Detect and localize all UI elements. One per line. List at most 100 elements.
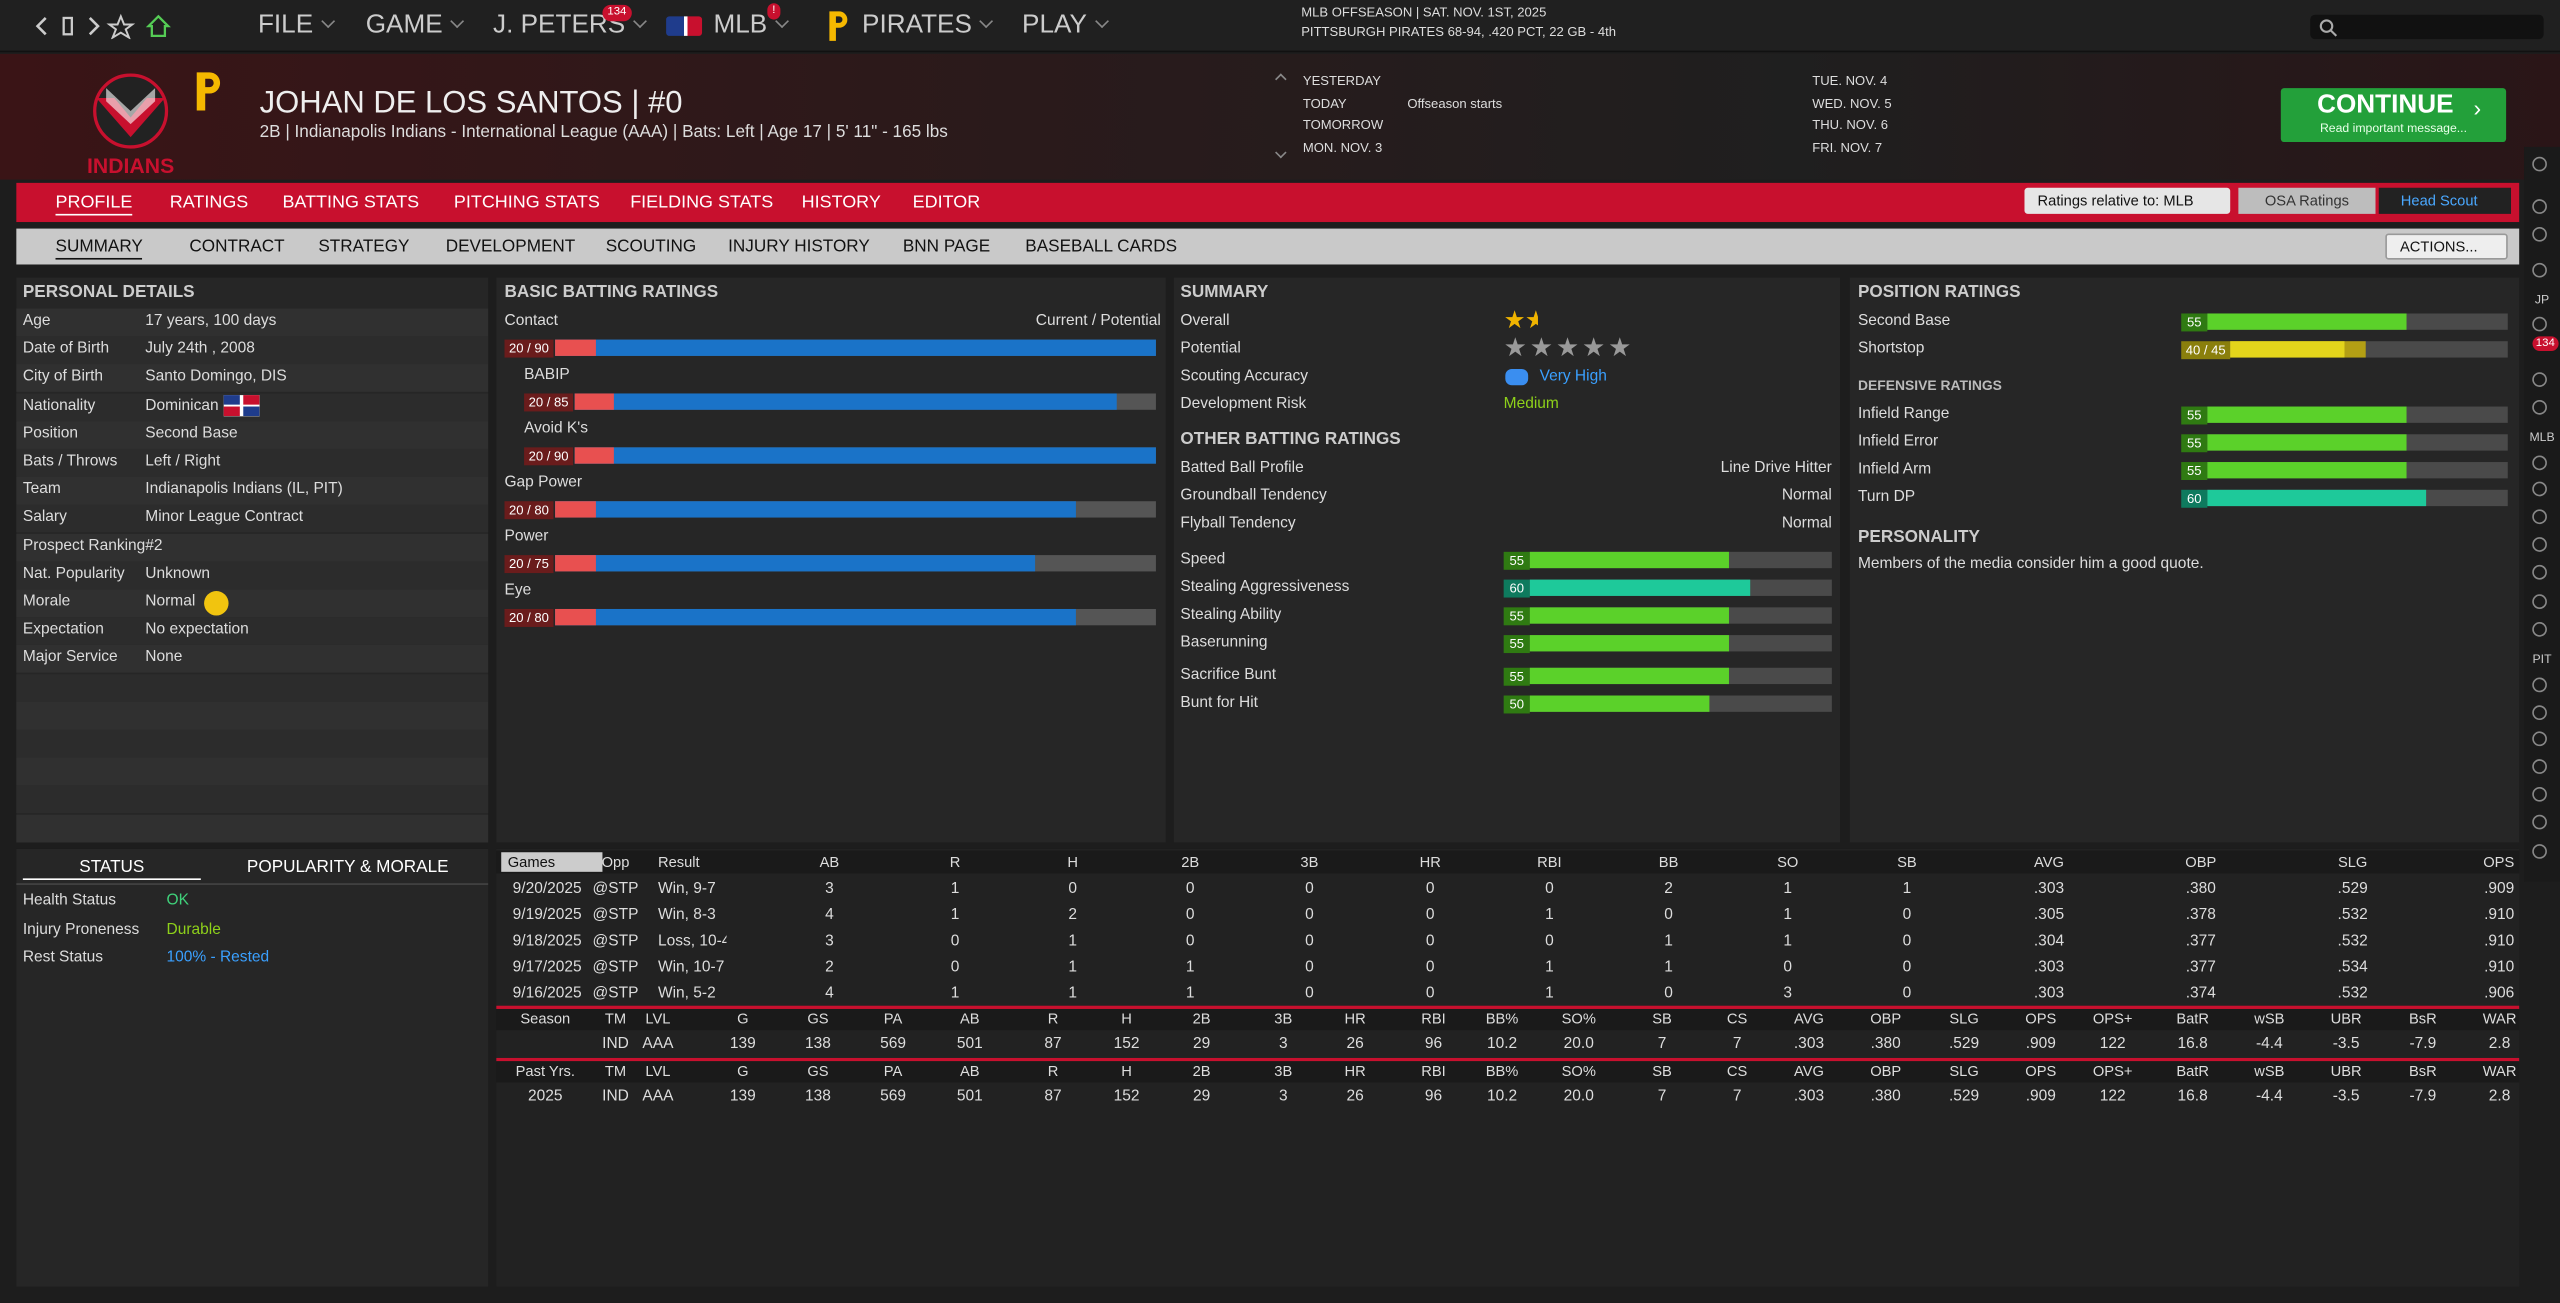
scout-label[interactable]: Head Scout xyxy=(2400,192,2478,209)
calendar-day: YESTERDAY xyxy=(1302,73,1382,89)
notification-badge: ! xyxy=(767,3,781,20)
sidebar-icon[interactable] xyxy=(2532,399,2547,415)
calendar-day: MON. NOV. 3 xyxy=(1302,140,1383,155)
table-cell: 0 xyxy=(1305,984,1314,1003)
sidebar-icon[interactable] xyxy=(2532,509,2547,525)
sidebar-icon[interactable] xyxy=(2532,537,2547,552)
continue-button[interactable] xyxy=(2280,88,2507,143)
menu-item[interactable]: MLB xyxy=(713,12,789,39)
continue-sub[interactable]: Read important message... xyxy=(2319,120,2467,136)
sidebar-icon[interactable] xyxy=(2532,705,2547,720)
section-header-bg xyxy=(496,1008,2520,1031)
table-cell: 3 xyxy=(1278,1087,1288,1106)
column-header: CS xyxy=(1726,1062,1748,1080)
table-divider xyxy=(496,1005,2520,1009)
sidebar-icon[interactable] xyxy=(2532,759,2547,774)
status-value: 100% - Rested xyxy=(166,948,270,967)
sidebar-icon[interactable] xyxy=(2532,814,2547,830)
column-header[interactable]: Games xyxy=(507,853,556,871)
sidebar-icon[interactable] xyxy=(2532,455,2547,471)
table-cell: AAA xyxy=(642,1087,674,1106)
continue-label[interactable]: CONTINUE xyxy=(2317,91,2454,120)
status-tab[interactable]: STATUS xyxy=(22,856,201,880)
tab[interactable]: FIELDING STATS xyxy=(630,192,774,213)
menu-item[interactable]: GAME xyxy=(366,12,465,39)
search-box[interactable] xyxy=(2310,14,2544,40)
summary-label: Development Risk xyxy=(1180,395,1307,414)
row-stripe xyxy=(16,505,489,533)
subtab[interactable]: BASEBALL CARDS xyxy=(1025,236,1178,257)
nav-icons[interactable] xyxy=(29,13,176,40)
subtab[interactable]: STRATEGY xyxy=(318,236,410,257)
subtab[interactable]: DEVELOPMENT xyxy=(445,236,576,257)
sidebar-icon[interactable] xyxy=(2532,156,2547,172)
subtab[interactable]: SCOUTING xyxy=(605,236,697,257)
rating-name: Infield Arm xyxy=(1857,460,1932,479)
sidebar-icon[interactable] xyxy=(2532,844,2547,859)
tab[interactable]: BATTING STATS xyxy=(282,192,420,213)
subtab[interactable]: SUMMARY xyxy=(55,235,143,260)
sidebar-icon[interactable] xyxy=(2532,372,2547,387)
rating-bar xyxy=(1529,667,1730,685)
table-cell: 1 xyxy=(1545,906,1554,925)
table-cell: 3 xyxy=(825,932,834,951)
accuracy-value: Very High xyxy=(1539,367,1607,386)
menu-item[interactable]: FILE xyxy=(258,12,335,39)
sidebar-icon[interactable] xyxy=(2532,262,2547,278)
tab[interactable]: HISTORY xyxy=(801,192,881,213)
calendar-day: FRI. NOV. 7 xyxy=(1812,140,1883,155)
table-cell: .529 xyxy=(1948,1087,1980,1106)
sidebar-icon[interactable] xyxy=(2532,594,2547,609)
osa-label[interactable]: OSA Ratings xyxy=(2264,192,2350,209)
menu-chevron xyxy=(979,14,994,29)
table-cell: 1 xyxy=(1783,906,1793,925)
tab[interactable]: PITCHING STATS xyxy=(453,192,600,213)
column-header: RBI xyxy=(1421,1062,1446,1080)
sidebar-icon[interactable] xyxy=(2532,316,2547,332)
subtab[interactable]: BNN PAGE xyxy=(902,236,991,257)
games-dropdown[interactable] xyxy=(501,852,603,872)
sidebar-icon[interactable] xyxy=(2532,622,2547,637)
menu-chevron xyxy=(320,14,335,29)
ratings-relative[interactable]: Ratings relative to: MLB xyxy=(2037,192,2194,209)
column-header: OBP xyxy=(1870,1062,1902,1080)
subtab[interactable]: INJURY HISTORY xyxy=(728,236,870,257)
player-name: JOHAN DE LOS SANTOS | #0 xyxy=(259,86,683,121)
rating-value: 55 xyxy=(1503,551,1530,569)
column-header: BsR xyxy=(2408,1010,2437,1027)
status-tab[interactable]: POPULARITY & MORALE xyxy=(246,857,449,877)
table-cell: 0 xyxy=(1305,958,1314,977)
rating-potential xyxy=(574,393,1118,410)
tab[interactable]: PROFILE xyxy=(55,191,133,216)
sidebar-icon[interactable] xyxy=(2532,481,2547,497)
menu-item[interactable]: PLAY xyxy=(1022,12,1109,39)
column-header: SO% xyxy=(1561,1010,1596,1027)
row-stripe xyxy=(16,785,489,814)
sidebar-icon[interactable] xyxy=(2532,786,2547,802)
actions-label[interactable]: ACTIONS... xyxy=(2400,238,2478,255)
sidebar-icon[interactable] xyxy=(2532,564,2547,580)
table-cell: -7.9 xyxy=(2409,1087,2437,1106)
scout-button[interactable] xyxy=(2378,187,2512,214)
osa-button[interactable] xyxy=(2238,187,2376,214)
column-header: OPS xyxy=(2025,1010,2057,1027)
table-cell: @STP xyxy=(592,906,639,925)
column-header: SLG xyxy=(1949,1010,1979,1027)
sidebar-icon[interactable] xyxy=(2532,226,2547,242)
tab[interactable]: EDITOR xyxy=(912,192,981,213)
rating-name: Shortstop xyxy=(1857,339,1925,358)
table-cell: 2025 xyxy=(528,1087,563,1106)
subtab[interactable]: CONTRACT xyxy=(189,236,285,257)
table-cell: 87 xyxy=(1044,1087,1062,1106)
table-cell: 0 xyxy=(1545,932,1554,951)
sidebar-icon[interactable] xyxy=(2532,731,2547,747)
ratings-select[interactable] xyxy=(2024,187,2231,214)
menu-item[interactable]: PIRATES xyxy=(862,12,994,39)
table-cell: 138 xyxy=(805,1087,831,1106)
sidebar-icon[interactable] xyxy=(2532,677,2547,693)
actions-button[interactable] xyxy=(2385,233,2508,260)
table-cell: 0 xyxy=(1185,879,1195,898)
sidebar-icon[interactable] xyxy=(2532,199,2547,214)
tab[interactable]: RATINGS xyxy=(169,192,249,213)
rating-name: Stealing Aggressiveness xyxy=(1180,577,1350,596)
